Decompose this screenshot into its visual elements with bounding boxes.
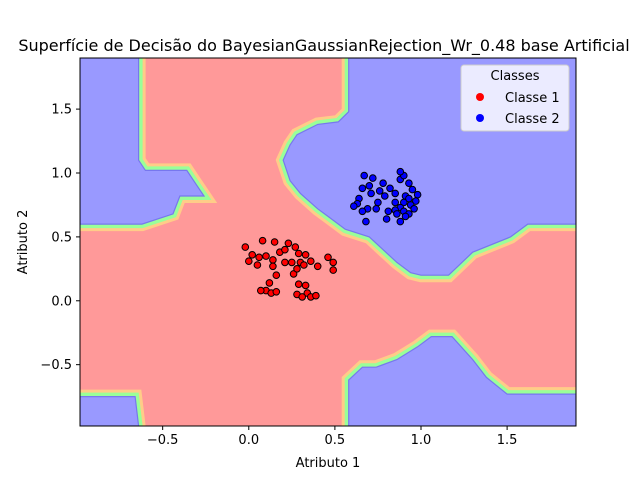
point-class2-9 [386,184,394,193]
point-class2-4 [379,179,387,187]
point-class2-24 [350,202,358,210]
point-class2-15 [367,189,375,198]
class2-region-0 [80,58,206,225]
point-class1-26 [289,270,298,278]
point-class1-13 [324,253,332,262]
point-class1-23 [313,262,322,271]
point-class1-7 [262,252,270,260]
plot-frame [79,57,577,427]
point-class1-1 [258,236,267,245]
point-class1-20 [288,258,296,267]
point-class2-38 [405,194,413,203]
point-class2-39 [375,187,384,195]
legend-marker-classe-1 [476,93,484,101]
point-class1-0 [241,243,250,251]
class2-region-3 [348,336,576,426]
point-class2-1 [369,174,377,182]
x-tick-label: 1.5 [497,433,518,448]
point-class2-33 [362,217,370,226]
point-class2-31 [410,205,418,213]
point-class1-27 [293,265,301,273]
chart-title: Superfície de Decisão do BayesianGaussia… [18,36,629,56]
legend: Classes Classe 1 Classe 2 [460,64,570,132]
point-class1-32 [272,288,281,296]
y-tick-label: −0.5 [40,358,72,373]
point-class1-25 [272,271,281,280]
point-class2-32 [401,212,410,221]
x-tick-label: 1.0 [411,433,432,448]
point-class2-11 [413,190,422,199]
point-class1-11 [301,251,310,259]
point-class1-19 [281,258,289,267]
point-class1-24 [329,266,338,274]
point-class2-14 [391,189,400,198]
class2-region-2 [80,396,140,426]
point-class2-27 [384,207,393,216]
point-class1-18 [269,262,277,271]
y-axis-label: Atributo 2 [16,210,31,275]
legend-label-classe-1: Classe 1 [505,91,560,106]
x-tick-label: −0.5 [147,433,179,448]
x-axis: −0.5 0.0 0.5 1.0 1.5 [147,426,518,448]
point-class2-28 [393,210,401,218]
point-class1-12 [307,257,315,266]
x-axis-label: Atributo 1 [296,456,361,471]
point-class2-3 [358,184,367,193]
point-class2-10 [408,185,417,194]
y-tick-label: 1.5 [51,103,72,118]
point-class1-39 [312,291,320,300]
legend-box [460,64,570,132]
point-class2-8 [405,179,413,187]
point-class2-0 [360,171,369,180]
point-class1-9 [281,245,289,254]
point-class1-16 [253,261,262,269]
point-class1-30 [257,286,265,295]
point-class2-17 [381,192,389,200]
point-class2-36 [358,207,367,216]
point-class1-4 [291,243,300,251]
y-axis: −0.5 0.0 0.5 1.0 1.5 [40,103,80,373]
legend-marker-classe-2 [476,114,484,122]
point-class1-10 [294,249,303,258]
point-class1-6 [255,253,263,262]
legend-label-classe-2: Classe 2 [505,112,560,127]
point-class2-12 [412,197,420,205]
y-tick-label: 0.5 [51,230,72,245]
point-class1-22 [300,261,308,269]
point-class1-37 [298,293,307,301]
point-class1-34 [301,281,310,290]
point-class2-19 [400,198,408,207]
x-tick-label: 0.0 [238,433,259,448]
point-class2-2 [365,182,374,190]
point-class1-3 [284,239,293,248]
point-class1-15 [245,257,253,266]
point-class2-34 [382,215,391,223]
point-class1-33 [294,280,303,289]
data-points [241,167,422,301]
point-class2-37 [391,198,400,207]
y-tick-label: 0.0 [51,294,72,309]
point-class1-28 [265,279,274,287]
point-class2-18 [374,198,382,207]
point-class1-14 [329,258,338,267]
x-tick-label: 0.5 [325,433,346,448]
legend-title: Classes [491,69,540,84]
point-class2-26 [372,205,381,213]
point-class1-17 [269,256,277,264]
point-class1-5 [248,251,256,259]
y-tick-label: 1.0 [51,167,72,182]
point-class2-35 [396,217,405,226]
point-class1-2 [270,238,279,246]
point-class2-7 [396,167,405,176]
